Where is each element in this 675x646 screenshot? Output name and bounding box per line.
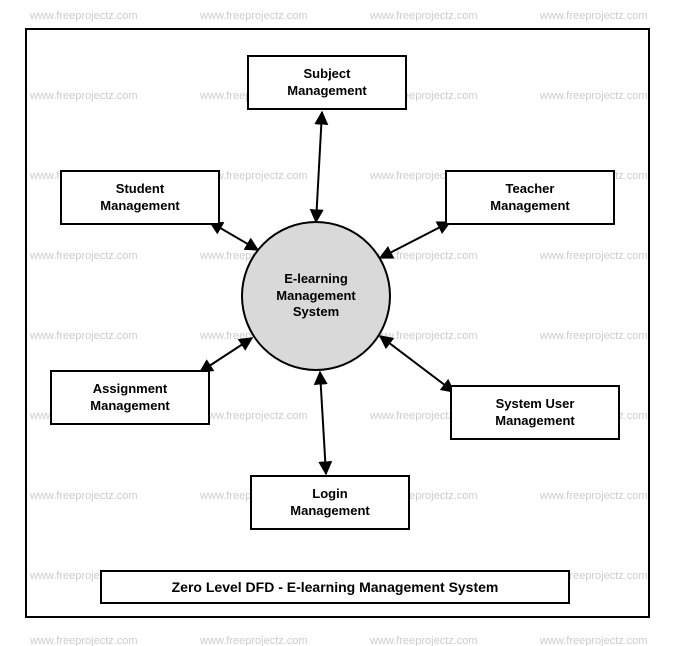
diagram-layer: E-learningManagementSystem SubjectManage…	[0, 0, 675, 646]
caption-text: Zero Level DFD - E-learning Management S…	[172, 579, 499, 595]
node-label: LoginManagement	[290, 486, 369, 520]
node-assign: AssignmentManagement	[50, 370, 210, 425]
node-login: LoginManagement	[250, 475, 410, 530]
node-label: StudentManagement	[100, 181, 179, 215]
caption-box: Zero Level DFD - E-learning Management S…	[100, 570, 570, 604]
node-teacher: TeacherManagement	[445, 170, 615, 225]
center-label: E-learningManagementSystem	[276, 271, 355, 322]
node-subject: SubjectManagement	[247, 55, 407, 110]
node-sysuser: System UserManagement	[450, 385, 620, 440]
node-student: StudentManagement	[60, 170, 220, 225]
node-label: AssignmentManagement	[90, 381, 169, 415]
node-label: TeacherManagement	[490, 181, 569, 215]
node-label: System UserManagement	[495, 396, 574, 430]
center-process: E-learningManagementSystem	[241, 221, 391, 371]
node-label: SubjectManagement	[287, 66, 366, 100]
